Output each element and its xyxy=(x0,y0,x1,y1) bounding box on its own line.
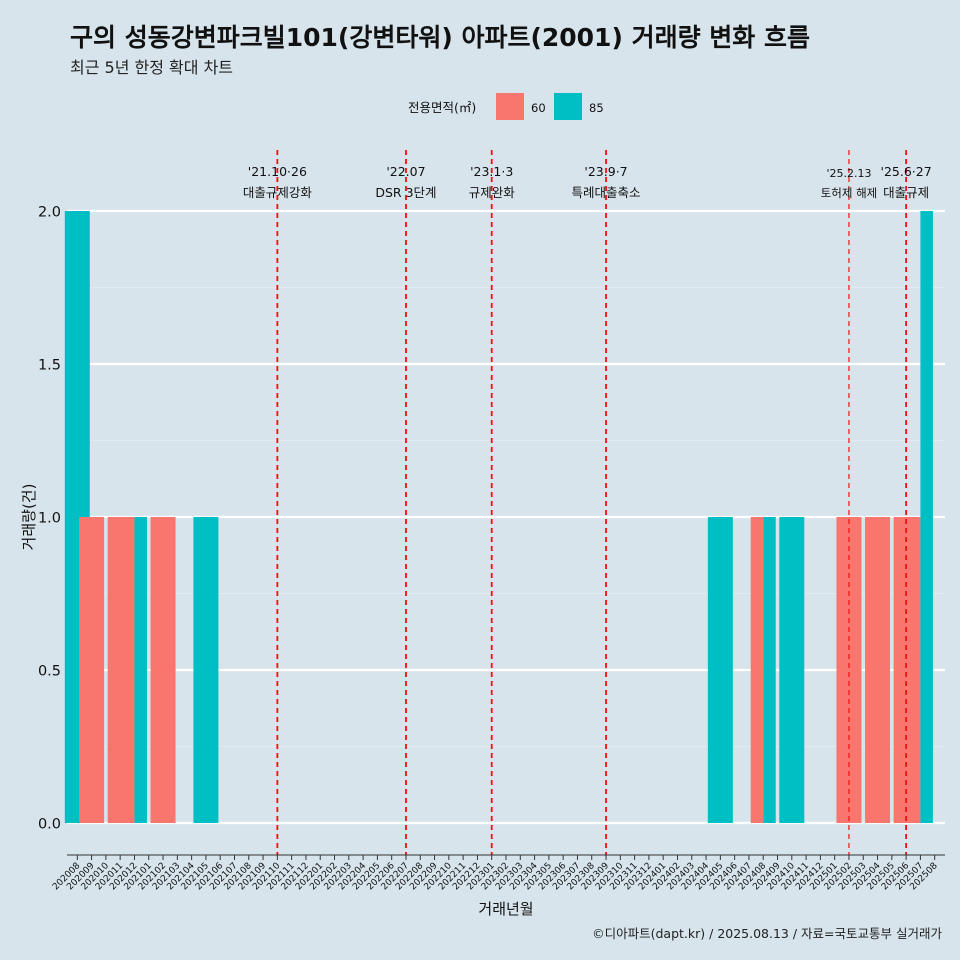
event-label-202309: 특례대출축소 xyxy=(572,185,641,200)
bar-60-202102 xyxy=(150,517,176,823)
event-date-202309: '23.9·7 xyxy=(584,164,627,179)
event-date-202502: '25.2.13 xyxy=(826,167,871,180)
event-lines: '21.10·26 대출규제강화 '22.07 DSR 3단계 '23.1·3 규제완화 '… xyxy=(243,150,932,855)
event-date-202301: '23.1·3 xyxy=(470,164,513,179)
y-tick-label: 1.5 xyxy=(38,358,61,374)
bar-60-202502 xyxy=(836,517,862,823)
chart-title: 구의 성동강변파크빌101(강변타워) 아파트(2001) 거래량 변화 흐름 xyxy=(70,23,810,52)
bar-85-202012 xyxy=(134,517,147,823)
event-date-202506: '25.6·27 xyxy=(881,164,932,179)
legend-label-60: 60 xyxy=(531,101,546,115)
legend-key-85 xyxy=(554,93,582,120)
chart-subtitle: 최근 5년 한정 확대 차트 xyxy=(70,58,234,77)
legend-key-60 xyxy=(496,93,524,120)
x-axis: 2020082020092020102020112020122021012021… xyxy=(51,854,945,892)
legend-label-85: 85 xyxy=(589,101,604,115)
y-axis: 0.0 0.5 1.0 1.5 2.0 xyxy=(38,205,61,833)
bar-60-202504 xyxy=(865,517,891,823)
bar-85-202408 xyxy=(763,517,776,823)
bar-60-202009 xyxy=(79,517,105,823)
event-date-202110: '21.10·26 xyxy=(248,164,307,179)
bar-85-202410 xyxy=(779,517,805,823)
legend: 전용면적(㎡) 60 85 xyxy=(408,93,604,120)
event-label-202207: DSR 3단계 xyxy=(375,185,436,200)
bar-85-202405 xyxy=(707,517,733,823)
event-label-202502: 토허제 해제 xyxy=(821,186,878,200)
y-tick-label: 0.0 xyxy=(38,817,61,833)
y-tick-label: 0.5 xyxy=(38,664,61,680)
source-caption: ©디아파트(dapt.kr) / 2025.08.13 / 자료=국토교통부 실… xyxy=(592,926,942,941)
y-tick-label: 2.0 xyxy=(38,205,61,221)
legend-title: 전용면적(㎡) xyxy=(408,100,476,115)
y-tick-label: 1.0 xyxy=(38,511,61,527)
bar-85-202105 xyxy=(193,517,219,823)
event-label-202301: 규제완화 xyxy=(469,185,516,200)
bar-85-202507 xyxy=(920,211,933,823)
event-label-202506: 대출규제 xyxy=(883,185,929,200)
y-axis-label: 거래량(건) xyxy=(20,484,38,551)
bar-60-202507 xyxy=(907,517,921,823)
bar-60-202408 xyxy=(750,517,764,823)
event-date-202207: '22.07 xyxy=(386,164,425,179)
x-axis-label: 거래년월 xyxy=(478,900,533,918)
event-label-202110: 대출규제강화 xyxy=(243,185,313,200)
bar-60-202012 xyxy=(121,517,135,823)
bars xyxy=(64,211,933,823)
